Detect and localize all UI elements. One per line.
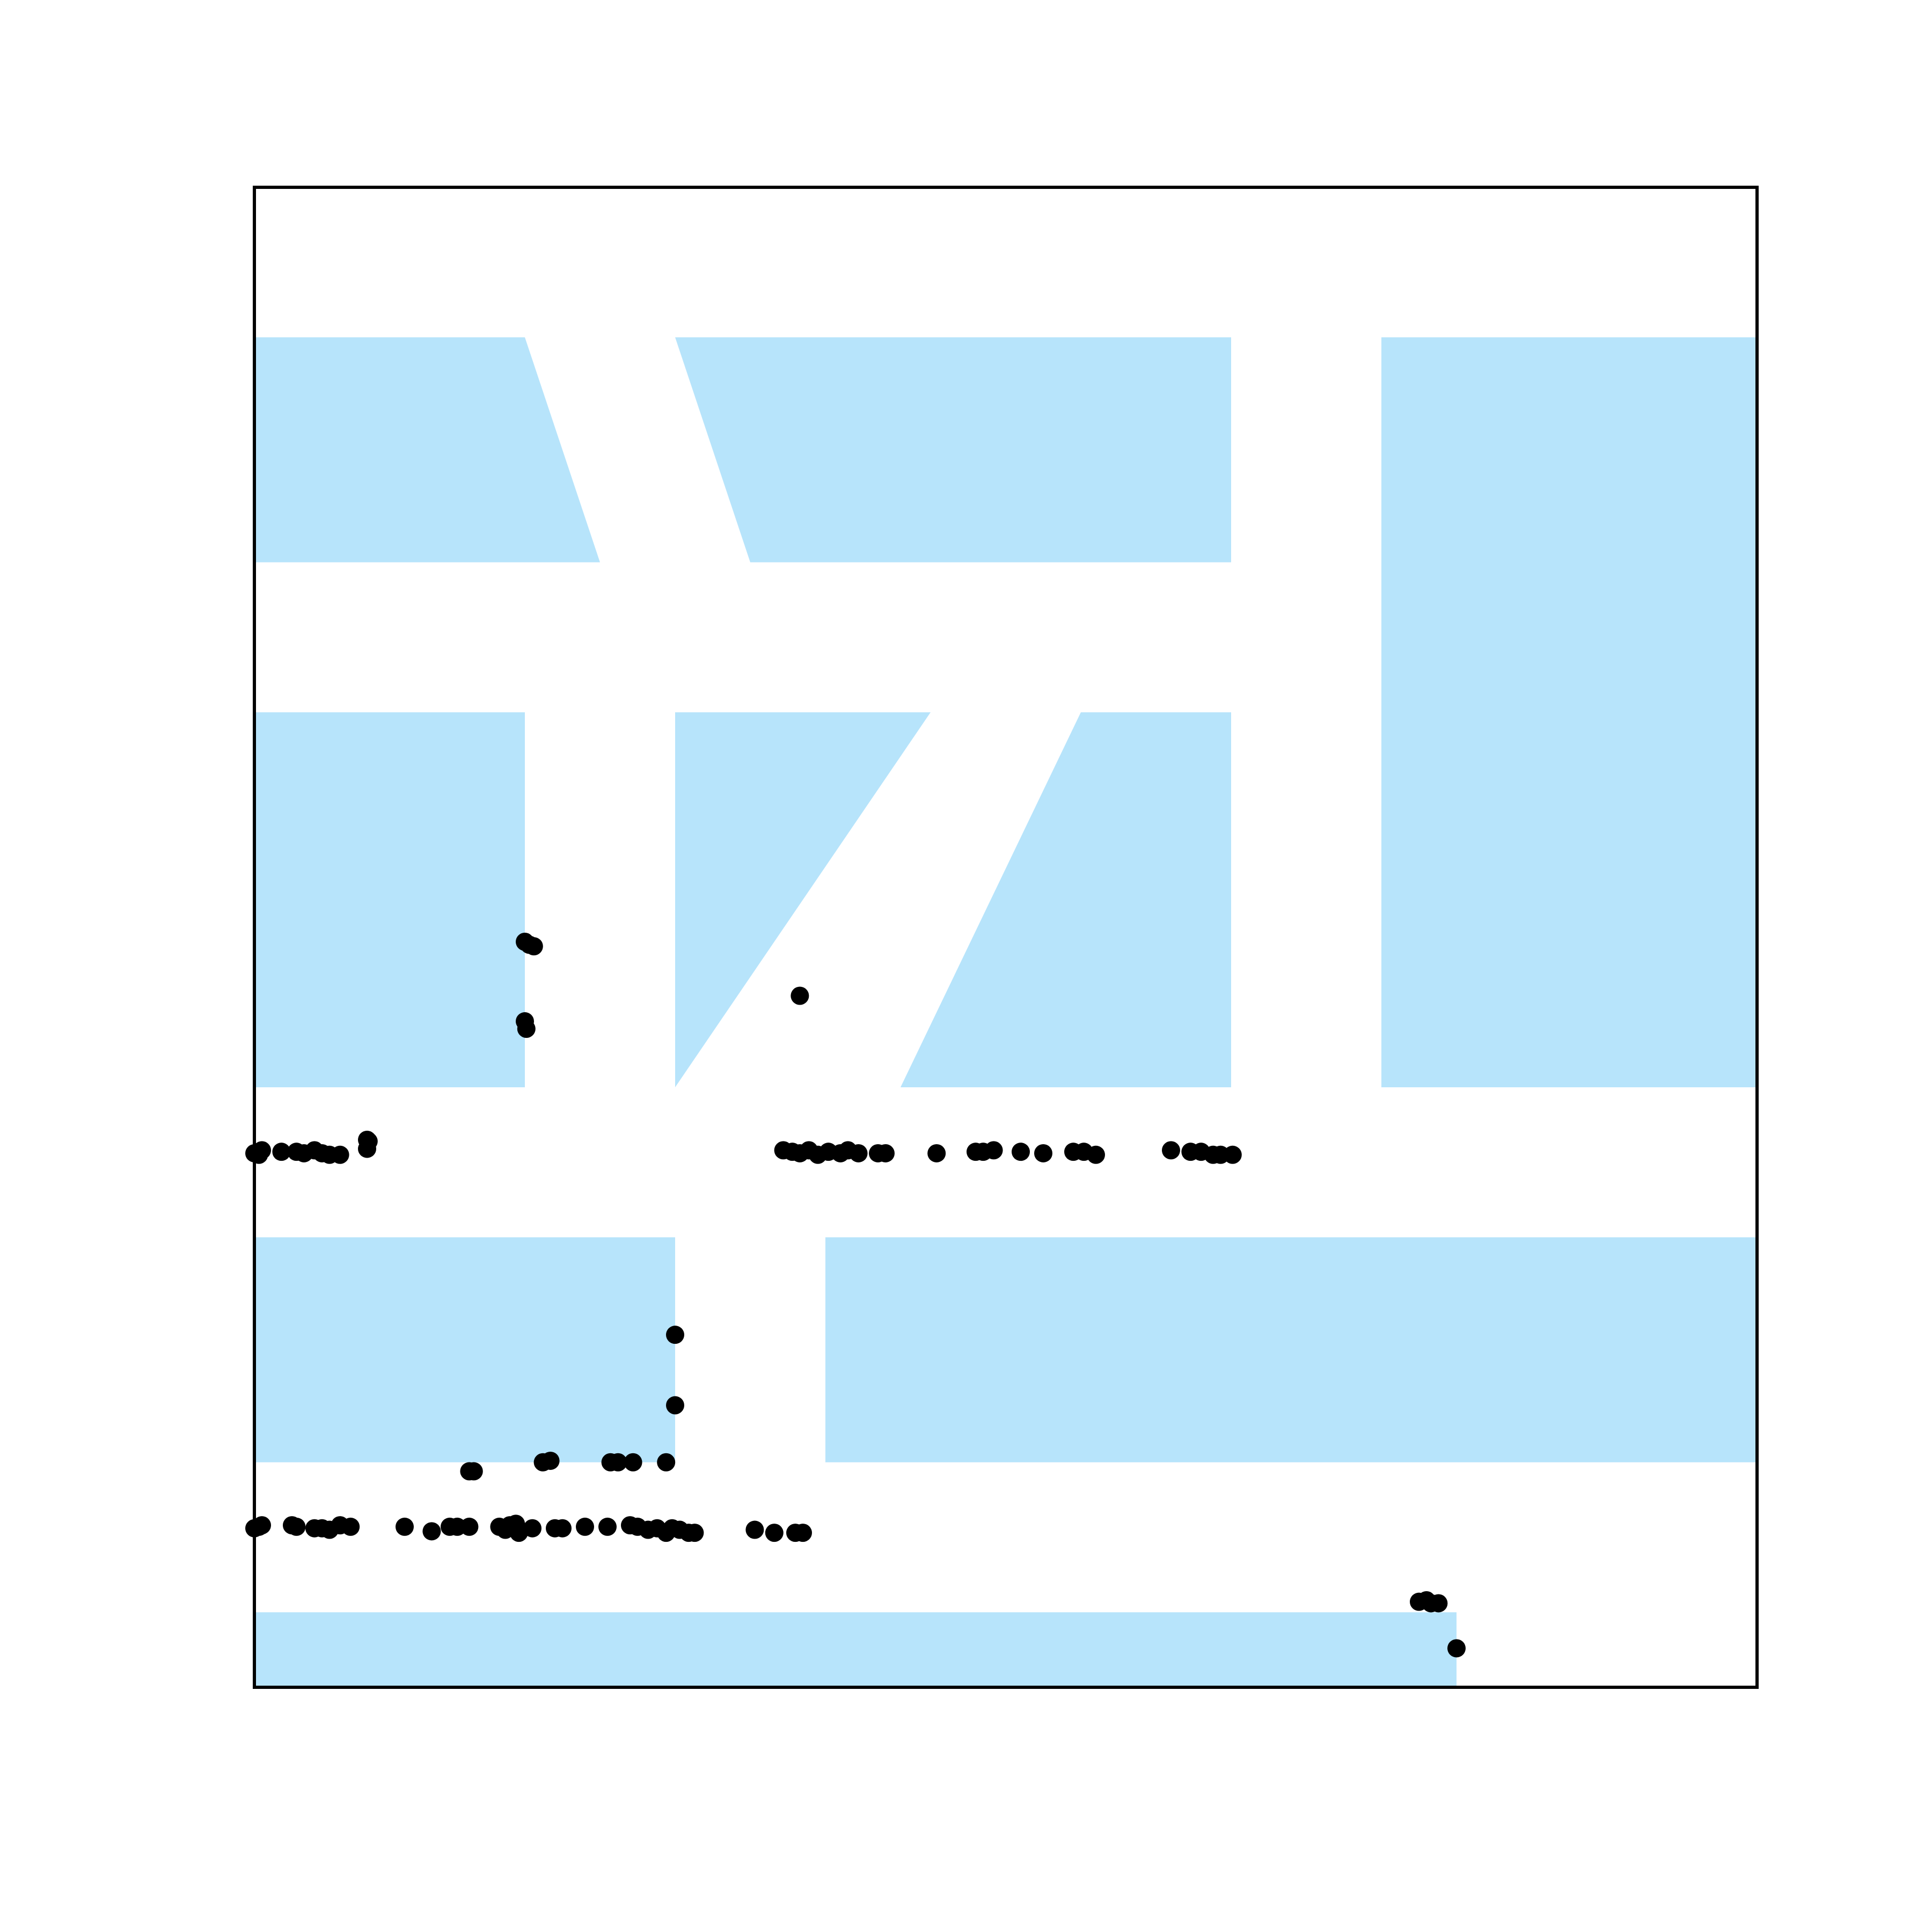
trajectory-point [624, 1453, 642, 1472]
trajectory-point [666, 1326, 684, 1344]
trajectory-point [685, 1524, 704, 1542]
trajectory-point [253, 1516, 271, 1535]
city-block [254, 337, 600, 562]
trajectory-point [287, 1517, 306, 1536]
map-frame [253, 186, 1759, 1689]
trajectory-point [358, 1139, 376, 1158]
trajectory-point [1429, 1594, 1448, 1613]
trajectory-point [666, 1396, 684, 1415]
trajectory-point [601, 1453, 620, 1472]
trajectory-point [927, 1144, 946, 1162]
trajectory-point [1087, 1145, 1105, 1164]
city-block [254, 1612, 1457, 1687]
trajectory-point [341, 1517, 360, 1536]
trajectory-point [598, 1517, 617, 1536]
trajectory-point [1223, 1145, 1242, 1164]
city-blocks [254, 337, 1757, 1687]
city-block [675, 712, 931, 1087]
trajectory-point [1012, 1143, 1030, 1161]
trajectory-point [541, 1451, 560, 1470]
trajectory-point [517, 1019, 536, 1038]
city-block [254, 1237, 675, 1462]
trajectory-point [524, 937, 543, 956]
trajectory-point [876, 1144, 895, 1162]
trajectory-point [765, 1524, 784, 1542]
trajectory-point [1162, 1141, 1180, 1160]
trajectory-point [460, 1517, 479, 1536]
trajectory-point [272, 1143, 291, 1161]
trajectory-point [745, 1520, 764, 1539]
city-block [1381, 337, 1757, 1087]
trajectory-point [250, 1145, 268, 1164]
trajectory-point [422, 1522, 441, 1541]
trajectory-point [657, 1453, 676, 1472]
trajectory-point [523, 1519, 541, 1538]
trajectory-point [791, 986, 809, 1005]
trajectory-point [794, 1524, 812, 1542]
trajectory-point [553, 1519, 572, 1538]
city-block [675, 337, 1231, 562]
trajectory-point [331, 1145, 349, 1164]
city-block [254, 712, 525, 1087]
trajectory-point [576, 1517, 594, 1536]
trajectory-point [984, 1141, 1003, 1160]
trajectory-point [464, 1462, 483, 1481]
city-block [825, 1237, 1757, 1462]
trajectory-point [849, 1144, 868, 1162]
trajectory-point [396, 1517, 414, 1536]
trajectory-point [1034, 1144, 1052, 1162]
city-block [901, 712, 1231, 1087]
trajectory-point [1447, 1639, 1466, 1658]
